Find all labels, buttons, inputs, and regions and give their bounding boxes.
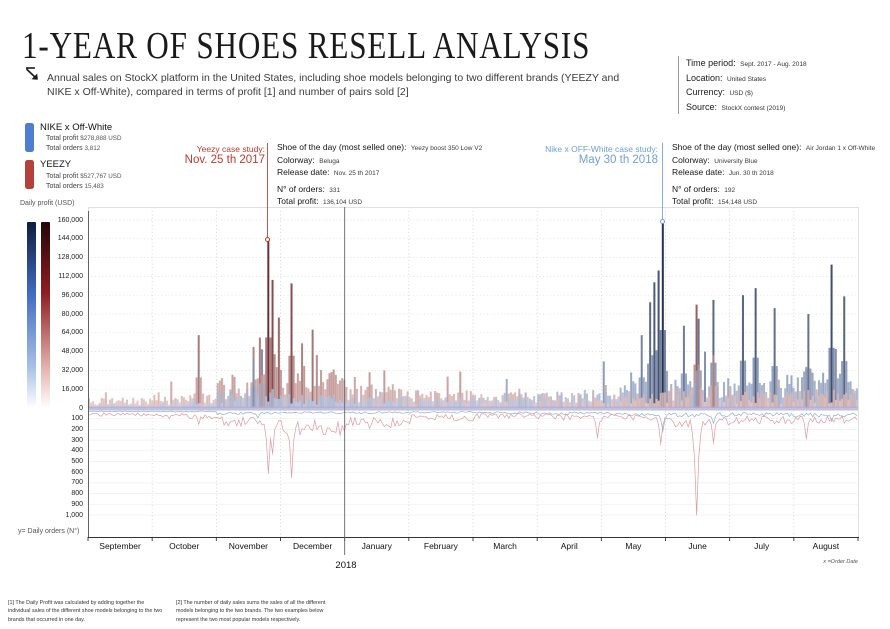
meta-label: Time period: [686,58,736,68]
yeezy-shoe-of-the-day-box: Shoe of the day (most selled one): Yeezy… [277,142,483,206]
y-tick-profit: 128,000 [57,254,83,262]
y-tick-orders: 600 [71,468,83,476]
yeezy-case-study-callout: Yeezy case study: Nov. 25 th 2017 [184,144,265,166]
yeezy-color-scale [41,222,50,408]
y-tick-profit: 112,000 [58,272,83,280]
y-tick-profit: 96,000 [61,291,83,299]
page-subtitle: Annual sales on StockX platform in the U… [47,72,620,99]
yeezy-peak-marker [265,237,270,242]
nike-case-study-callout: Nike x OFF-White case study: May 30 th 2… [545,144,658,166]
y-tick-orders: 400 [71,447,83,455]
footnote-2: [2] The number of daily sales sums the s… [176,600,326,623]
meta-value: USD ($) [729,90,753,97]
y-tick-profit: 80,000 [61,310,83,318]
y-tick-profit: 48,000 [61,348,83,356]
meta-label: Currency: [686,87,726,97]
nike-shoe-of-the-day-box: Shoe of the day (most selled one): Air J… [672,142,876,206]
y-tick-profit: 144,000 [57,235,83,243]
meta-label: Location: [686,72,723,83]
y-tick-orders: 100 [71,415,83,423]
nike-color-scale [27,222,36,408]
yeezy-legend-swatch [25,160,34,189]
x-axis-note: x =Order Date [823,559,858,565]
x-tick-month: August [812,541,840,551]
y-tick-profit: 160,000 [57,216,83,224]
x-tick-month: July [754,541,770,551]
y-tick-orders: 500 [71,458,83,465]
meta-info-panel: Time period: Sept. 2017 - Aug. 2018 Loca… [678,56,807,114]
x-tick-month: March [493,541,517,551]
nike-annotation-line [662,143,663,222]
x-tick-month: February [423,541,458,551]
y-tick-orders: 900 [71,500,83,508]
y-tick-profit: 64,000 [61,329,83,337]
yeezy-legend-name: YEEZY [40,159,72,170]
nike-legend-swatch [25,123,34,152]
footnote-1: [1] The Daily Profit was calculated by a… [8,600,163,623]
orders-axis-label: y= Daily orders (N°) [18,528,80,535]
daily-profit-orders-chart [87,205,859,560]
x-tick-month: December [292,541,333,551]
y-tick-orders: 300 [71,436,83,444]
nike-peak-marker [660,219,665,224]
x-tick-month: October [169,541,200,551]
page-title: 1-YEAR OF SHOES RESELL ANALYSIS [22,25,591,67]
y-tick-orders: 200 [71,425,83,433]
x-tick-month: June [688,541,707,551]
meta-value: Sept. 2017 - Aug. 2018 [740,61,807,68]
y-tick-orders: 1,000 [65,511,83,519]
meta-label: Source: [686,101,718,112]
x-tick-month: September [99,541,141,551]
x-tick-month: January [361,541,392,551]
x-tick-month: November [228,541,269,551]
y-tick-orders: 800 [71,490,83,498]
arrow-down-right-icon [24,66,42,88]
meta-value: StockX contest (2019) [721,104,786,112]
x-tick-month: April [560,541,578,551]
yeezy-annotation-line [267,143,268,240]
y-tick-profit: 32,000 [61,366,83,374]
year-label: 2018 [335,560,357,571]
meta-value: United States [726,75,767,83]
y-tick-profit: 0 [79,404,83,412]
nike-total-profit: Total profit $278,888 USD Total orders 3… [46,135,122,152]
profit-axis-label: Daily profit (USD) [20,200,75,207]
y-tick-profit: 16,000 [61,385,83,393]
yeezy-total-profit: Total profit $527,767 USD Total orders 1… [46,173,122,190]
nike-legend-name: NIKE x Off-White [40,122,113,133]
x-tick-month: May [625,541,642,551]
y-tick-orders: 700 [71,479,83,487]
